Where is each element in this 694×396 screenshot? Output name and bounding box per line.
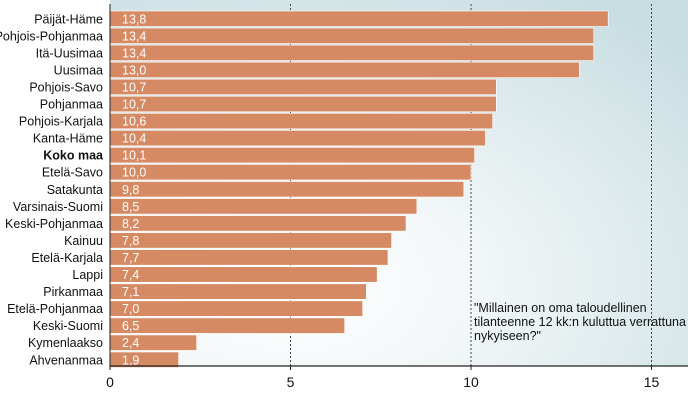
x-tick-label: 0 xyxy=(106,374,114,390)
category-label: Pirkanmaa xyxy=(43,285,103,299)
category-label: Ahvenanmaa xyxy=(29,353,103,367)
x-tick-label: 5 xyxy=(287,374,295,390)
category-label: Varsinais-Suomi xyxy=(13,200,103,214)
category-label: Kanta-Häme xyxy=(33,132,103,146)
category-label: Itä-Uusimaa xyxy=(36,46,103,60)
bar xyxy=(109,317,345,334)
value-label: 7,0 xyxy=(122,302,139,316)
value-label: 10,0 xyxy=(122,166,146,180)
category-label: Etelä-Pohjanmaa xyxy=(7,302,103,316)
x-tick-label: 15 xyxy=(644,374,660,390)
category-label: Etelä-Karjala xyxy=(31,251,103,265)
bar xyxy=(109,198,418,215)
category-labels: Päijät-Häme Pohjois-Pohjanmaa Itä-Uusimaa U… xyxy=(0,12,104,367)
bar xyxy=(109,78,497,95)
bar xyxy=(109,266,378,283)
value-label: 10,7 xyxy=(122,98,146,112)
annotation-line-2: tilanteenne 12 kk:n kuluttua verrattuna xyxy=(474,315,686,329)
category-label: Päijät-Häme xyxy=(34,12,103,26)
annotation-line-3: nykyiseen?" xyxy=(474,329,541,343)
bar xyxy=(109,44,595,61)
value-label: 2,4 xyxy=(122,336,139,350)
value-label: 10,7 xyxy=(122,80,146,94)
value-label: 9,8 xyxy=(122,183,139,197)
value-label: 6,5 xyxy=(122,319,139,333)
category-label: Pohjois-Savo xyxy=(29,80,103,94)
value-label: 1,9 xyxy=(122,353,139,367)
value-label: 7,1 xyxy=(122,285,139,299)
value-label: 13,0 xyxy=(122,63,146,77)
value-labels: 13,8 13,4 13,4 13,0 10,7 10,7 10,6 10,4 10,1 10,0… xyxy=(122,12,146,367)
bar xyxy=(109,27,595,44)
value-label: 8,2 xyxy=(122,217,139,231)
bar xyxy=(109,147,475,164)
bar xyxy=(109,283,367,300)
bar xyxy=(109,300,363,317)
bar xyxy=(109,130,486,147)
x-tick-label: 10 xyxy=(463,374,479,390)
category-label: Kymenlaakso xyxy=(28,336,103,350)
x-axis: 0 5 10 15 xyxy=(106,4,688,390)
value-label: 10,1 xyxy=(122,149,146,163)
bar xyxy=(109,113,493,130)
value-label: 7,8 xyxy=(122,234,139,248)
category-label: Pohjois-Pohjanmaa xyxy=(0,29,103,43)
bar xyxy=(109,232,392,249)
annotation-line-1: "Millainen on oma taloudellinen xyxy=(474,301,647,315)
category-label: Kainuu xyxy=(64,234,103,248)
value-label: 7,4 xyxy=(122,268,139,282)
bar xyxy=(109,61,580,78)
category-label: Pohjanmaa xyxy=(40,98,103,112)
category-label: Uusimaa xyxy=(54,63,103,77)
category-label: Satakunta xyxy=(47,183,103,197)
category-label: Lappi xyxy=(72,268,103,282)
value-label: 10,6 xyxy=(122,115,146,129)
bar xyxy=(109,181,465,198)
category-label: Keski-Suomi xyxy=(33,319,103,333)
bar xyxy=(109,95,497,113)
value-label: 13,4 xyxy=(122,29,146,43)
value-label: 8,5 xyxy=(122,200,139,214)
value-label: 7,7 xyxy=(122,251,139,265)
bar xyxy=(109,215,407,232)
bar xyxy=(109,164,472,181)
bar xyxy=(109,249,389,266)
bar xyxy=(109,351,179,368)
bar xyxy=(109,10,609,27)
category-label: Etelä-Savo xyxy=(42,166,103,180)
value-label: 13,8 xyxy=(122,12,146,26)
value-label: 13,4 xyxy=(122,46,146,60)
category-label: Pohjois-Karjala xyxy=(19,115,103,129)
category-label: Keski-Pohjanmaa xyxy=(5,217,103,231)
value-label: 10,4 xyxy=(122,132,146,146)
category-label: Koko maa xyxy=(43,149,104,163)
question-annotation: "Millainen on oma taloudellinen tilantee… xyxy=(474,301,689,343)
